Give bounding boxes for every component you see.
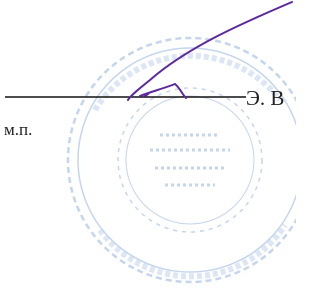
document-page: Э. В м.п. <box>0 0 296 293</box>
stamp <box>68 38 296 282</box>
decoration <box>0 0 296 293</box>
seal-label: м.п. <box>4 120 32 140</box>
signer-name: Э. В <box>246 86 284 111</box>
